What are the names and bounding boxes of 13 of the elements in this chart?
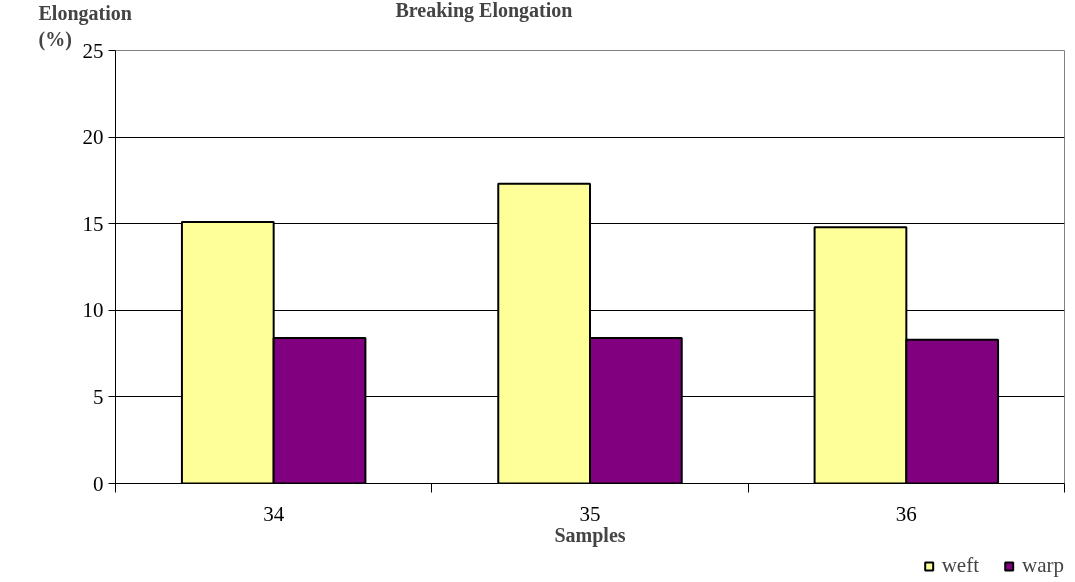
- y-tick-label: 15: [82, 211, 104, 236]
- legend-label: warp: [1022, 553, 1064, 578]
- y-tick-label: 5: [93, 384, 104, 409]
- y-tick-label: 0: [93, 471, 104, 496]
- x-tick-label: 36: [895, 501, 917, 526]
- x-tick-label: 34: [263, 501, 285, 526]
- y-tick-label: 10: [82, 298, 104, 323]
- chart-title: Breaking Elongation: [395, 0, 573, 22]
- legend-label: weft: [941, 553, 980, 578]
- y-tick-label: 25: [82, 38, 104, 63]
- y-tick-label: 20: [82, 125, 104, 150]
- x-tick-label: 35: [579, 501, 601, 526]
- x-axis-title: Samples: [554, 523, 626, 547]
